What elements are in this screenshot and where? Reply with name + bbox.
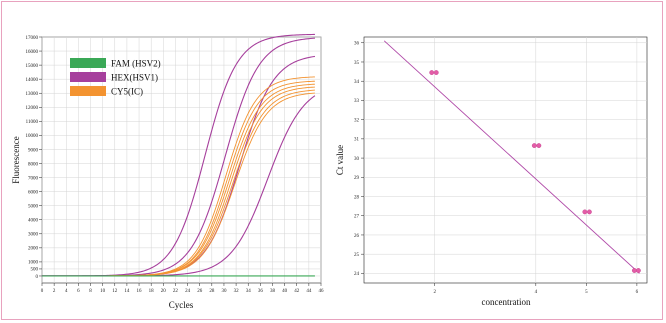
y-tick-label: 500 [31, 268, 39, 273]
y-tick-label: 35 [354, 61, 360, 66]
y-tick-label: 33 [354, 99, 360, 104]
data-point [582, 209, 588, 215]
fit-line [383, 40, 640, 274]
standard-curve-plot-area [363, 36, 648, 284]
data-point [433, 70, 439, 75]
x-tick-label: 40 [282, 289, 288, 294]
x-tick-label: 18 [149, 289, 155, 294]
y-tick-label: 10000 [26, 134, 39, 139]
x-tick-label: 4 [65, 289, 68, 294]
y-tick-label: 9000 [28, 148, 39, 153]
y-tick-label: 24 [354, 272, 360, 277]
y-tick-label: 5000 [28, 204, 39, 209]
x-tick-label: 28 [209, 289, 215, 294]
legend-swatch [70, 72, 106, 82]
data-point [536, 143, 542, 148]
y-tick-label: 15000 [26, 64, 39, 69]
x-tick-label: 8 [89, 289, 92, 294]
y-tick-label: 30 [354, 157, 360, 162]
legend-swatch [70, 58, 106, 68]
y-tick-label: 4000 [28, 219, 39, 224]
y-tick-label: 31 [354, 138, 360, 143]
x-tick-label: 6 [636, 290, 639, 295]
data-point [586, 209, 592, 215]
y-tick-label: 27 [354, 215, 360, 220]
x-tick-label: 14 [124, 289, 130, 294]
y-tick-label: 14000 [26, 78, 39, 83]
x-tick-label: 20 [161, 289, 167, 294]
amplification-chart: 0 2 4 6 8 10 12 14 16 18 20 22 24 26 28 30 32 34 36 38 40 42 4… [11, 33, 325, 310]
legend-swatch [70, 86, 106, 96]
x-tick-label: 38 [270, 289, 276, 294]
y-tick-label: 11000 [26, 120, 39, 125]
x-tick-label: 0 [41, 289, 44, 294]
x-tick-label: 32 [234, 289, 240, 294]
y-tick-label: 29 [354, 176, 360, 181]
x-tick-label: 46 [319, 289, 325, 294]
y-tick-label: 12000 [26, 106, 39, 111]
x-tick-label: 26 [197, 289, 203, 294]
amplification-y-label: Fluorescence [11, 136, 21, 183]
x-tick-label: 10 [100, 289, 106, 294]
x-tick-label: 2 [434, 290, 437, 295]
y-tick-label: 28 [354, 195, 360, 200]
data-point [631, 268, 637, 273]
standard-curve-x-label: concentration [482, 297, 531, 307]
standard-curve-grid [364, 37, 647, 283]
y-tick-label: 7000 [28, 176, 39, 181]
y-tick-label: 32 [354, 118, 360, 123]
amplification-x-label: Cycles [169, 300, 194, 310]
y-tick-label: 16000 [26, 50, 39, 55]
y-tick-label: 25 [354, 253, 360, 258]
y-tick-label: 36 [354, 42, 360, 47]
x-tick-label: 44 [306, 289, 312, 294]
x-tick-label: 34 [246, 289, 252, 294]
data-point [429, 70, 435, 75]
x-tick-label: 24 [185, 289, 191, 294]
y-tick-label: 6000 [28, 190, 39, 195]
amplification-legend: FAM (HSV2) HEX(HSV1) CY5(IC) [70, 58, 161, 97]
y-tick-label: 17000 [26, 36, 39, 41]
legend-label: CY5(IC) [111, 87, 143, 97]
x-tick-label: 16 [137, 289, 143, 294]
y-tick-label: 26 [354, 234, 360, 239]
y-tick-label: 2000 [28, 247, 39, 252]
x-tick-label: 22 [173, 289, 179, 294]
y-tick-label: 13000 [26, 92, 39, 97]
x-tick-label: 36 [258, 289, 264, 294]
x-tick-label: 30 [221, 289, 227, 294]
standard-curve-marks [383, 40, 641, 274]
data-point [531, 143, 537, 148]
legend-label: HEX(HSV1) [111, 73, 158, 83]
data-point [636, 268, 641, 273]
y-tick-label: 34 [354, 80, 360, 85]
x-tick-label: 42 [294, 289, 300, 294]
amplification-curves [42, 33, 316, 277]
x-tick-label: 2 [53, 289, 56, 294]
standard-curve-y-label: Ct value [335, 145, 345, 175]
x-tick-label: 12 [112, 289, 118, 294]
legend-label: FAM (HSV2) [111, 59, 161, 69]
x-tick-label: 6 [77, 289, 80, 294]
x-tick-label: 5 [585, 290, 588, 295]
y-tick-label: 3000 [28, 233, 39, 238]
y-tick-label: 1000 [28, 261, 39, 266]
y-tick-label: 8000 [28, 162, 39, 167]
x-tick-label: 4 [535, 290, 538, 295]
amplification-ticks: 0 2 4 6 8 10 12 14 16 18 20 22 24 26 28 30 32 34 36 38 40 42 4… [26, 36, 325, 294]
y-tick-label: 0 [36, 275, 39, 280]
